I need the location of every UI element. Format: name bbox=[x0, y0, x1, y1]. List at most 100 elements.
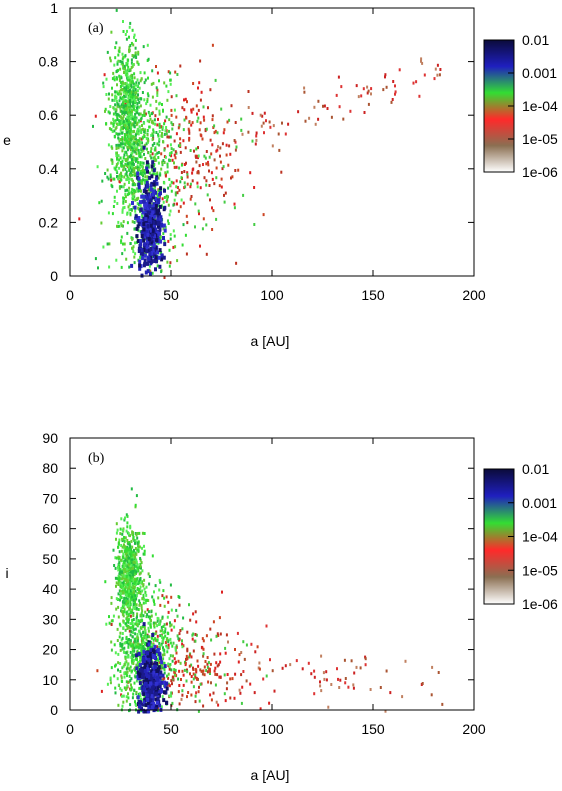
panel-a-density-cell bbox=[370, 92, 372, 96]
panel-b-density-cell bbox=[134, 622, 137, 626]
panel-a-density-cell bbox=[131, 63, 134, 67]
panel-b-density-cell bbox=[147, 572, 150, 576]
panel-b-density-cell bbox=[133, 681, 136, 685]
panel-a-density-cell bbox=[155, 259, 158, 264]
panel-b-density-cell bbox=[115, 537, 117, 541]
panel-a-density-cell bbox=[157, 151, 160, 154]
panel-a-density-cell bbox=[201, 227, 204, 231]
panel-a-density-cell bbox=[138, 263, 142, 268]
panel-b-density-cell bbox=[144, 629, 147, 633]
panel-a-density-cell bbox=[146, 147, 148, 151]
panel-a-density-cell bbox=[197, 108, 200, 112]
panel-b-density-cell bbox=[137, 642, 140, 646]
panel-b-density-cell bbox=[167, 662, 170, 666]
panel-a-density-cell bbox=[181, 243, 184, 247]
panel-b-density-cell bbox=[229, 677, 232, 681]
panel-b-density-cell bbox=[143, 578, 146, 582]
panel-a-density-cell bbox=[131, 165, 133, 169]
panel-a-density-cell bbox=[146, 269, 150, 274]
panel-a-density-cell bbox=[120, 239, 123, 243]
panel-a-density-cell bbox=[141, 199, 145, 204]
panel-a-density-cell bbox=[176, 191, 179, 195]
panel-a-density-cell bbox=[253, 223, 256, 226]
panel-a-density-cell bbox=[145, 102, 148, 106]
panel-a-density-cell bbox=[146, 224, 150, 229]
panel-a-density-cell bbox=[202, 115, 205, 119]
panel-a-density-cell bbox=[154, 247, 158, 252]
panel-a-density-cell bbox=[137, 185, 141, 190]
panel-b-density-cell bbox=[154, 681, 158, 686]
panel-a-density-cell bbox=[184, 97, 187, 101]
panel-a-density-cell bbox=[115, 108, 118, 112]
panel-b-density-cell bbox=[147, 626, 150, 630]
panel-a-density-cell bbox=[113, 135, 116, 139]
panel-b-density-cell bbox=[142, 679, 146, 684]
panel-b-density-cell bbox=[135, 560, 138, 564]
panel-a-density-cell bbox=[182, 201, 185, 205]
panel-a-density-cell bbox=[154, 177, 158, 182]
panel-a-density-cell bbox=[203, 176, 206, 180]
panel-b-density-cell bbox=[129, 622, 132, 626]
panel-a-density-cell bbox=[161, 163, 164, 167]
panel-b-density-cell bbox=[139, 678, 142, 682]
panel-b-density-cell bbox=[214, 672, 217, 676]
panel-a-density-cell bbox=[169, 183, 172, 187]
panel-a-density-cell bbox=[391, 98, 394, 101]
panel-b-density-cell bbox=[169, 641, 172, 645]
panel-a-density-cell bbox=[195, 160, 198, 164]
panel-b-density-cell bbox=[117, 661, 120, 665]
panel-a-density-cell bbox=[154, 153, 157, 157]
panel-a-density-cell bbox=[126, 76, 129, 80]
panel-b-density-cell bbox=[178, 669, 181, 673]
panel-b-density-cell bbox=[131, 573, 134, 576]
panel-b-density-cell bbox=[186, 649, 189, 653]
panel-a-density-cell bbox=[263, 111, 266, 115]
panel-b-density-cell bbox=[112, 614, 115, 618]
panel-a-density-cell bbox=[146, 133, 149, 137]
panel-a-density-cell bbox=[198, 128, 201, 132]
panel-b-density-cell bbox=[147, 647, 150, 651]
panel-b-density-cell bbox=[136, 633, 139, 636]
panel-a-density-cell bbox=[118, 78, 121, 82]
panel-b-density-cell bbox=[192, 685, 195, 689]
panel-a-density-cell bbox=[143, 114, 146, 117]
panel-b-density-cell bbox=[143, 668, 147, 673]
panel-b-density-cell bbox=[123, 518, 126, 522]
panel-b-density-cell bbox=[122, 586, 125, 590]
panel-b-density-cell bbox=[157, 665, 161, 670]
panel-a-density-cell bbox=[366, 85, 369, 89]
panel-a-density-cell bbox=[182, 128, 185, 132]
panel-a-density-cell bbox=[168, 264, 171, 268]
panel-b-density-cell bbox=[128, 638, 131, 641]
panel-a-density-cell bbox=[234, 148, 237, 152]
panel-b-density-cell bbox=[127, 696, 130, 700]
panel-a-density-cell bbox=[114, 56, 117, 60]
panel-a-density-cell bbox=[137, 206, 140, 210]
panel-a-y-axis-label: e bbox=[3, 132, 11, 148]
panel-b-density-cell bbox=[323, 677, 326, 681]
panel-a-density-cell bbox=[133, 116, 136, 120]
panel-b-density-cell bbox=[141, 702, 145, 707]
panel-a-density-cell bbox=[183, 170, 186, 173]
panel-a-density-cell bbox=[156, 264, 159, 268]
panel-a-density-cell bbox=[168, 177, 171, 181]
panel-a-density-cell bbox=[136, 78, 139, 82]
panel-a-density-cell bbox=[349, 109, 352, 113]
panel-a-density-cell bbox=[148, 218, 152, 223]
panel-a-density-cell bbox=[144, 78, 147, 82]
panel-a-density-cell bbox=[136, 111, 139, 115]
panel-b-density-cell bbox=[254, 650, 257, 654]
panel-a-density-cell bbox=[271, 144, 274, 148]
panel-b-density-cell bbox=[171, 644, 174, 648]
panel-a-density-cell bbox=[134, 133, 137, 137]
panel-b-density-cell bbox=[186, 647, 189, 651]
panel-b-density-cell bbox=[123, 663, 126, 667]
panel-a-density-cell bbox=[145, 249, 149, 254]
panel-a-x-tick-label: 200 bbox=[462, 287, 486, 303]
panel-b-density-cell bbox=[139, 694, 142, 698]
panel-a-density-cell bbox=[124, 54, 127, 58]
panel-b-density-cell bbox=[104, 580, 107, 584]
panel-b-density-cell bbox=[140, 626, 143, 630]
panel-a-density-cell bbox=[194, 202, 197, 206]
panel-a-density-cell bbox=[175, 115, 178, 119]
